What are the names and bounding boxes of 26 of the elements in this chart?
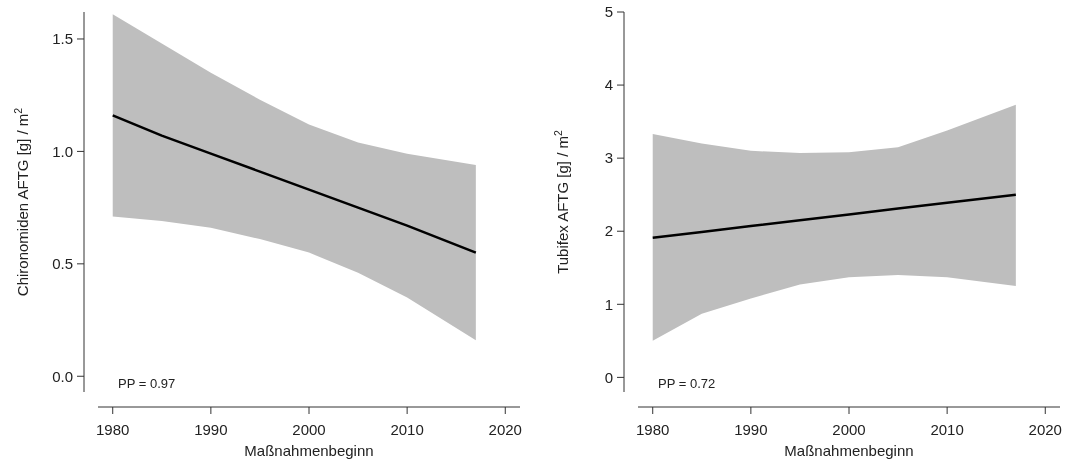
y-tick-label: 0.0 [52, 367, 73, 385]
line-series [111, 114, 478, 254]
x-tick-label: 1980 [636, 421, 670, 439]
x-tick-label: 1980 [96, 421, 130, 439]
x-tick-label: 1990 [734, 421, 768, 439]
y-tick-label: 0 [604, 368, 613, 386]
x-axis-title: Maßnahmenbeginn [244, 442, 374, 459]
x-tick-label: 1990 [194, 421, 228, 439]
y-tick-label: 5 [604, 3, 613, 21]
x-tick-label: 2000 [832, 421, 866, 439]
y-tick-label: 4 [604, 76, 613, 94]
x-tick-label: 2010 [930, 421, 964, 439]
x-tick-label: 2010 [390, 421, 424, 439]
y-tick-label: 1.5 [52, 30, 73, 48]
x-axis-title: Maßnahmenbeginn [784, 442, 914, 459]
line-series [651, 193, 1018, 240]
y-tick-label: 1 [604, 295, 613, 313]
annotation: PP = 0.97 [118, 376, 176, 391]
annotation: PP = 0.72 [658, 376, 716, 391]
y-tick-label: 1.0 [52, 142, 73, 160]
y-tick-label: 0.5 [52, 255, 73, 273]
x-tick-label: 2020 [1028, 421, 1062, 439]
x-tick-label: 2000 [292, 421, 326, 439]
y-tick-label: 2 [604, 222, 613, 240]
x-tick-label: 2020 [488, 421, 522, 439]
y-tick-label: 3 [604, 149, 613, 167]
